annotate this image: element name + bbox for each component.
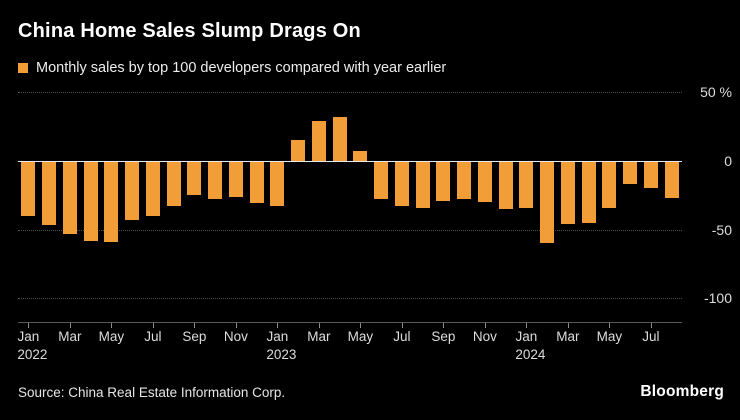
x-axis-tick-label: Jan — [17, 329, 40, 344]
bar — [187, 160, 202, 196]
bar — [498, 160, 513, 209]
x-axis-tick-label: Jan — [266, 329, 289, 344]
bar — [332, 116, 347, 161]
x-axis-tick — [194, 323, 196, 328]
x-axis-tick — [401, 323, 403, 328]
x-axis-tick — [318, 323, 320, 328]
bar — [540, 160, 555, 244]
gridline — [18, 229, 682, 231]
x-axis-year-label: 2024 — [515, 347, 546, 362]
x-axis-tick-label: Jan — [515, 329, 538, 344]
x-axis-tick-label: Mar — [556, 329, 580, 344]
x-axis-tick — [69, 323, 71, 328]
bar — [208, 160, 223, 200]
bar — [83, 160, 98, 241]
bar — [21, 160, 36, 216]
x-axis-tick — [277, 323, 279, 328]
x-axis-tick-label: May — [347, 329, 374, 344]
x-axis-tick-label: Jul — [642, 329, 660, 344]
x-axis-tick-label: May — [596, 329, 623, 344]
x-axis-tick — [609, 323, 611, 328]
zero-gridline — [18, 160, 682, 162]
x-axis-tick-label: Mar — [58, 329, 82, 344]
bar — [519, 160, 534, 208]
x-axis-tick — [526, 323, 528, 328]
bar — [602, 160, 617, 208]
x-axis-year-label: 2023 — [266, 347, 297, 362]
x-axis-tick — [152, 323, 154, 328]
x-axis-tick — [650, 323, 652, 328]
x-axis-tick-label: Nov — [472, 329, 497, 344]
gridline — [18, 92, 682, 93]
x-axis-tick-label: May — [98, 329, 125, 344]
bar — [249, 160, 264, 204]
x-axis-tick — [28, 323, 30, 328]
x-axis-tick-label: Sep — [182, 329, 207, 344]
bar — [42, 160, 57, 226]
x-axis-tick-label: Mar — [307, 329, 331, 344]
bar — [664, 160, 679, 198]
bar — [291, 140, 306, 161]
bar — [125, 160, 140, 220]
bar — [394, 160, 409, 207]
bar — [145, 160, 160, 216]
bar — [477, 160, 492, 203]
legend: Monthly sales by top 100 developers comp… — [18, 60, 446, 76]
bar — [436, 160, 451, 201]
x-axis-year-label: 2022 — [17, 347, 48, 362]
legend-swatch-icon — [18, 63, 28, 73]
x-axis-tick — [360, 323, 362, 328]
bar-chart: 50 % 0 -50 -100 Jan 2022 Mar May Jul Sep Nov Jan 20… — [0, 82, 740, 382]
legend-label: Monthly sales by top 100 developers comp… — [36, 60, 447, 76]
x-axis-tick — [235, 323, 237, 328]
bar — [623, 160, 638, 185]
bar — [353, 151, 368, 161]
bar — [581, 160, 596, 223]
bar — [560, 160, 575, 225]
x-axis-tick — [111, 323, 113, 328]
x-axis-tick-label: Jul — [393, 329, 411, 344]
bar — [415, 160, 430, 208]
bloomberg-logo: Bloomberg — [640, 383, 724, 400]
bar — [166, 160, 181, 207]
x-axis-tick-label: Sep — [431, 329, 456, 344]
bar — [374, 160, 389, 200]
bar — [643, 160, 658, 189]
chart-title: China Home Sales Slump Drags On — [18, 20, 361, 42]
bar — [62, 160, 77, 234]
x-axis-tick-label: Jul — [144, 329, 162, 344]
x-axis-tick-label: Nov — [223, 329, 248, 344]
bar — [104, 160, 119, 242]
x-axis-tick — [567, 323, 569, 328]
bar — [457, 160, 472, 200]
bar — [311, 120, 326, 161]
plot-area — [18, 82, 682, 323]
x-axis-tick — [484, 323, 486, 328]
x-axis-tick — [443, 323, 445, 328]
gridline — [18, 298, 682, 300]
footer: Source: China Real Estate Information Co… — [18, 383, 724, 401]
source-note: Source: China Real Estate Information Co… — [18, 384, 286, 400]
bar — [270, 160, 285, 207]
bar — [228, 160, 243, 197]
